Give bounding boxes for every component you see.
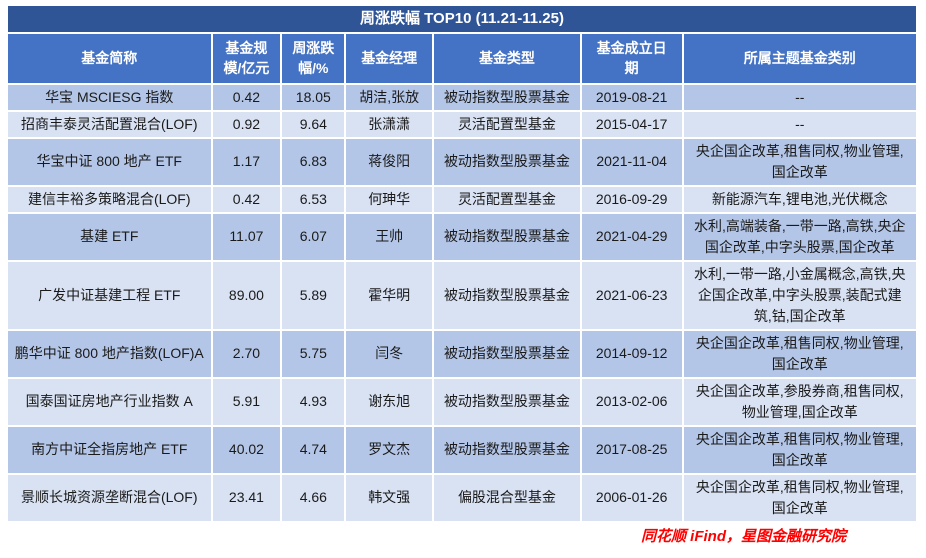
col-header-weekly-change: 周涨跌 幅/% (282, 34, 345, 83)
cell-fund-type: 被动指数型股票基金 (434, 138, 580, 185)
cell-fund-type: 偏股混合型基金 (434, 474, 580, 521)
cell-fund-scale: 23.41 (212, 474, 281, 521)
table-row: 国泰国证房地产行业指数 A 5.91 4.93 谢东旭 被动指数型股票基金 20… (8, 378, 916, 425)
cell-fund-scale: 89.00 (212, 261, 281, 329)
cell-inception-date: 2021-04-29 (581, 213, 682, 260)
cell-fund-type: 被动指数型股票基金 (434, 261, 580, 329)
cell-inception-date: 2021-11-04 (581, 138, 682, 185)
cell-inception-date: 2015-04-17 (581, 111, 682, 137)
cell-theme-category: 新能源汽车,锂电池,光伏概念 (683, 186, 916, 212)
cell-inception-date: 2016-09-29 (581, 186, 682, 212)
cell-theme-category: -- (683, 84, 916, 110)
cell-fund-manager: 韩文强 (346, 474, 433, 521)
table-row: 建信丰裕多策略混合(LOF) 0.42 6.53 何珅华 灵活配置型基金 201… (8, 186, 916, 212)
cell-theme-category: 水利,一带一路,小金属概念,高铁,央企国企改革,中字头股票,装配式建筑,钴,国企… (683, 261, 916, 329)
cell-fund-scale: 0.42 (212, 84, 281, 110)
cell-weekly-change: 9.64 (282, 111, 345, 137)
cell-theme-category: 央企国企改革,租售同权,物业管理,国企改革 (683, 426, 916, 473)
cell-fund-manager: 张潇潇 (346, 111, 433, 137)
cell-fund-type: 被动指数型股票基金 (434, 213, 580, 260)
cell-fund-manager: 闫冬 (346, 330, 433, 377)
col-header-fund-scale: 基金规 模/亿元 (212, 34, 281, 83)
cell-fund-scale: 11.07 (212, 213, 281, 260)
title-row: 周涨跌幅 TOP10 (11.21-11.25) (8, 6, 916, 32)
cell-fund-name: 华宝中证 800 地产 ETF (8, 138, 211, 185)
source-attribution: 同花顺 iFind，星图金融研究院 (641, 527, 846, 545)
table-row: 景顺长城资源垄断混合(LOF) 23.41 4.66 韩文强 偏股混合型基金 2… (8, 474, 916, 521)
cell-theme-category: 央企国企改革,租售同权,物业管理,国企改革 (683, 138, 916, 185)
cell-fund-name: 景顺长城资源垄断混合(LOF) (8, 474, 211, 521)
cell-fund-type: 被动指数型股票基金 (434, 426, 580, 473)
cell-fund-name: 招商丰泰灵活配置混合(LOF) (8, 111, 211, 137)
fund-ranking-table: 周涨跌幅 TOP10 (11.21-11.25) 基金简称 基金规 模/亿元 周… (6, 4, 918, 523)
cell-weekly-change: 4.74 (282, 426, 345, 473)
cell-fund-scale: 0.42 (212, 186, 281, 212)
cell-fund-name: 建信丰裕多策略混合(LOF) (8, 186, 211, 212)
cell-theme-category: -- (683, 111, 916, 137)
cell-fund-name: 鹏华中证 800 地产指数(LOF)A (8, 330, 211, 377)
cell-fund-manager: 罗文杰 (346, 426, 433, 473)
cell-weekly-change: 6.53 (282, 186, 345, 212)
cell-theme-category: 水利,高端装备,一带一路,高铁,央企国企改革,中字头股票,国企改革 (683, 213, 916, 260)
cell-fund-name: 国泰国证房地产行业指数 A (8, 378, 211, 425)
cell-inception-date: 2006-01-26 (581, 474, 682, 521)
cell-weekly-change: 4.93 (282, 378, 345, 425)
cell-fund-type: 被动指数型股票基金 (434, 378, 580, 425)
cell-inception-date: 2021-06-23 (581, 261, 682, 329)
table-row: 南方中证全指房地产 ETF 40.02 4.74 罗文杰 被动指数型股票基金 2… (8, 426, 916, 473)
cell-theme-category: 央企国企改革,租售同权,物业管理,国企改革 (683, 474, 916, 521)
cell-theme-category: 央企国企改革,参股券商,租售同权,物业管理,国企改革 (683, 378, 916, 425)
cell-fund-scale: 0.92 (212, 111, 281, 137)
cell-theme-category: 央企国企改革,租售同权,物业管理,国企改革 (683, 330, 916, 377)
cell-fund-manager: 霍华明 (346, 261, 433, 329)
cell-fund-scale: 1.17 (212, 138, 281, 185)
cell-fund-manager: 蒋俊阳 (346, 138, 433, 185)
col-header-inception-date: 基金成立日 期 (581, 34, 682, 83)
cell-fund-type: 灵活配置型基金 (434, 186, 580, 212)
cell-weekly-change: 18.05 (282, 84, 345, 110)
table-row: 华宝 MSCIESG 指数 0.42 18.05 胡洁,张放 被动指数型股票基金… (8, 84, 916, 110)
cell-fund-manager: 胡洁,张放 (346, 84, 433, 110)
col-header-fund-name: 基金简称 (8, 34, 211, 83)
cell-fund-type: 灵活配置型基金 (434, 111, 580, 137)
page: 周涨跌幅 TOP10 (11.21-11.25) 基金简称 基金规 模/亿元 周… (6, 4, 918, 545)
cell-weekly-change: 5.75 (282, 330, 345, 377)
table-row: 华宝中证 800 地产 ETF 1.17 6.83 蒋俊阳 被动指数型股票基金 … (8, 138, 916, 185)
col-header-fund-type: 基金类型 (434, 34, 580, 83)
cell-fund-scale: 40.02 (212, 426, 281, 473)
table-row: 基建 ETF 11.07 6.07 王帅 被动指数型股票基金 2021-04-2… (8, 213, 916, 260)
cell-inception-date: 2017-08-25 (581, 426, 682, 473)
table-row: 广发中证基建工程 ETF 89.00 5.89 霍华明 被动指数型股票基金 20… (8, 261, 916, 329)
table-title: 周涨跌幅 TOP10 (11.21-11.25) (8, 6, 916, 32)
cell-fund-manager: 王帅 (346, 213, 433, 260)
col-header-fund-manager: 基金经理 (346, 34, 433, 83)
cell-weekly-change: 6.83 (282, 138, 345, 185)
cell-fund-scale: 5.91 (212, 378, 281, 425)
cell-weekly-change: 5.89 (282, 261, 345, 329)
cell-inception-date: 2019-08-21 (581, 84, 682, 110)
col-header-theme-category: 所属主题基金类别 (683, 34, 916, 83)
cell-fund-name: 基建 ETF (8, 213, 211, 260)
table-row: 鹏华中证 800 地产指数(LOF)A 2.70 5.75 闫冬 被动指数型股票… (8, 330, 916, 377)
cell-fund-name: 广发中证基建工程 ETF (8, 261, 211, 329)
cell-fund-type: 被动指数型股票基金 (434, 330, 580, 377)
cell-fund-scale: 2.70 (212, 330, 281, 377)
cell-fund-name: 华宝 MSCIESG 指数 (8, 84, 211, 110)
cell-inception-date: 2013-02-06 (581, 378, 682, 425)
cell-fund-name: 南方中证全指房地产 ETF (8, 426, 211, 473)
cell-fund-manager: 何珅华 (346, 186, 433, 212)
header-row: 基金简称 基金规 模/亿元 周涨跌 幅/% 基金经理 基金类型 基金成立日 期 … (8, 34, 916, 83)
cell-inception-date: 2014-09-12 (581, 330, 682, 377)
cell-fund-type: 被动指数型股票基金 (434, 84, 580, 110)
cell-fund-manager: 谢东旭 (346, 378, 433, 425)
table-row: 招商丰泰灵活配置混合(LOF) 0.92 9.64 张潇潇 灵活配置型基金 20… (8, 111, 916, 137)
cell-weekly-change: 4.66 (282, 474, 345, 521)
cell-weekly-change: 6.07 (282, 213, 345, 260)
